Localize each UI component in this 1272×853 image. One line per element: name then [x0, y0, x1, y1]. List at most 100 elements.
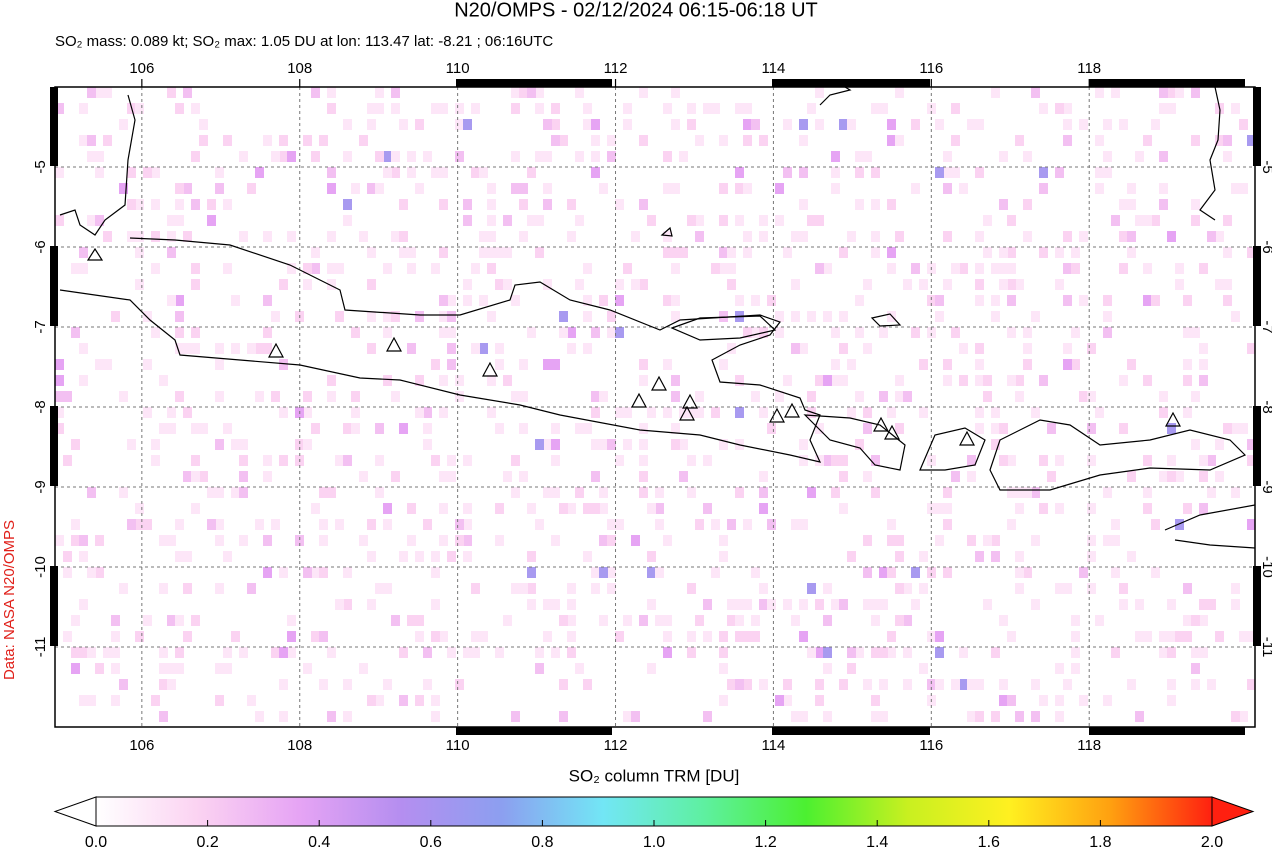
so2-cell — [551, 119, 560, 130]
so2-cell — [959, 263, 968, 274]
so2-cell — [751, 295, 760, 306]
so2-cell — [535, 439, 544, 450]
colorbar-tick-label: 2.0 — [1201, 834, 1223, 851]
so2-cell — [551, 535, 560, 546]
so2-cell — [647, 503, 656, 514]
so2-cell — [543, 119, 552, 130]
so2-cell — [1039, 455, 1048, 466]
so2-cell — [519, 391, 528, 402]
so2-cell — [1231, 583, 1240, 594]
so2-cell — [303, 567, 312, 578]
so2-cell — [719, 663, 728, 674]
so2-cell — [1207, 231, 1216, 242]
so2-cell — [1151, 119, 1160, 130]
so2-cell — [943, 167, 952, 178]
so2-cell — [663, 647, 672, 658]
so2-cell — [863, 151, 872, 162]
so2-cell — [327, 711, 336, 722]
so2-cell — [343, 215, 352, 226]
so2-cell — [943, 519, 952, 530]
so2-cell — [423, 423, 432, 434]
so2-cell — [55, 167, 64, 178]
so2-cell — [1007, 263, 1016, 274]
coastline — [803, 414, 906, 471]
so2-cell — [119, 119, 128, 130]
so2-cell — [135, 103, 144, 114]
so2-cell — [79, 695, 88, 706]
so2-cell — [79, 263, 88, 274]
so2-cell — [215, 439, 224, 450]
so2-cell — [1039, 183, 1048, 194]
so2-cell — [1199, 647, 1208, 658]
so2-cell — [415, 551, 424, 562]
so2-cell — [1143, 631, 1152, 642]
so2-cell — [1167, 599, 1176, 610]
so2-cell — [591, 135, 600, 146]
so2-cell — [1063, 119, 1072, 130]
y-tick-label: -9 — [1259, 480, 1272, 493]
so2-cell — [527, 87, 536, 98]
so2-cell — [279, 135, 288, 146]
so2-cell — [1143, 295, 1152, 306]
so2-cell — [503, 279, 512, 290]
so2-cell — [239, 487, 248, 498]
so2-cell — [223, 663, 232, 674]
so2-cell — [1223, 215, 1232, 226]
so2-cell — [1103, 535, 1112, 546]
so2-cell — [1015, 487, 1024, 498]
so2-cell — [439, 407, 448, 418]
so2-cell — [575, 423, 584, 434]
x-tick-label: 110 — [446, 737, 470, 754]
so2-cell — [447, 647, 456, 658]
so2-cell — [431, 167, 440, 178]
so2-cell — [879, 327, 888, 338]
so2-cell — [415, 615, 424, 626]
volcano — [86, 247, 104, 261]
so2-cell — [839, 471, 848, 482]
so2-cell — [815, 423, 824, 434]
so2-cell — [607, 327, 616, 338]
so2-cell — [359, 535, 368, 546]
so2-cell — [1191, 663, 1200, 674]
so2-cell — [391, 87, 400, 98]
so2-cell — [239, 647, 248, 658]
so2-cell — [1111, 535, 1120, 546]
coastline — [819, 87, 1221, 221]
so2-cell — [759, 407, 768, 418]
so2-cell — [1055, 503, 1064, 514]
so2-cell — [175, 519, 184, 530]
so2-cell — [823, 663, 832, 674]
so2-cell — [879, 711, 888, 722]
so2-cell — [999, 615, 1008, 626]
so2-cell — [1223, 151, 1232, 162]
so2-cell — [959, 343, 968, 354]
so2-cell — [151, 231, 160, 242]
so2-cell — [263, 455, 272, 466]
so2-cell — [415, 183, 424, 194]
so2-cell — [279, 279, 288, 290]
coastline — [919, 427, 986, 471]
so2-cell — [943, 487, 952, 498]
so2-cell — [855, 199, 864, 210]
so2-cell — [911, 327, 920, 338]
so2-cell — [119, 391, 128, 402]
so2-cell — [1111, 647, 1120, 658]
so2-cell — [255, 711, 264, 722]
so2-cell — [1151, 295, 1160, 306]
so2-cell — [287, 151, 296, 162]
so2-cell — [255, 519, 264, 530]
so2-cell — [559, 311, 568, 322]
so2-cell — [1183, 503, 1192, 514]
so2-cell — [1095, 167, 1104, 178]
so2-cell — [1175, 263, 1184, 274]
so2-cell — [647, 551, 656, 562]
so2-cell — [95, 359, 104, 370]
so2-cell — [367, 279, 376, 290]
so2-cell — [831, 375, 840, 386]
so2-cell — [439, 311, 448, 322]
so2-cell — [1015, 279, 1024, 290]
so2-cell — [207, 215, 216, 226]
so2-cell — [991, 535, 1000, 546]
so2-cell — [383, 519, 392, 530]
so2-cell — [743, 103, 752, 114]
